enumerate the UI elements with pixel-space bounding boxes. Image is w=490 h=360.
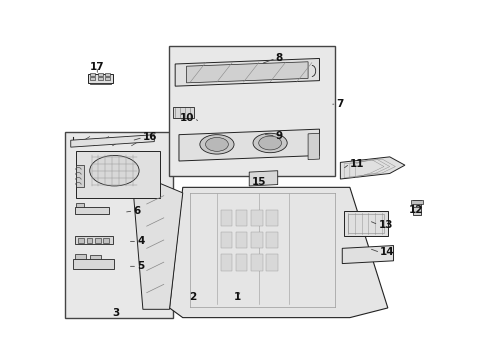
Bar	[267, 254, 278, 270]
Polygon shape	[411, 200, 423, 204]
Bar	[267, 232, 278, 248]
Text: 6: 6	[133, 206, 141, 216]
Text: 15: 15	[251, 177, 266, 187]
Bar	[267, 210, 278, 226]
Bar	[236, 254, 247, 270]
Polygon shape	[173, 107, 194, 118]
Bar	[90, 77, 95, 80]
Polygon shape	[74, 236, 113, 244]
Text: 10: 10	[180, 113, 194, 123]
Bar	[87, 238, 93, 243]
Polygon shape	[76, 165, 84, 187]
Polygon shape	[249, 171, 278, 186]
Bar	[105, 77, 110, 80]
Text: 16: 16	[143, 132, 157, 143]
Text: 1: 1	[234, 292, 242, 302]
Polygon shape	[175, 58, 319, 86]
Polygon shape	[170, 187, 388, 318]
Bar	[348, 214, 384, 233]
Text: 13: 13	[378, 220, 393, 230]
Polygon shape	[73, 260, 115, 269]
Polygon shape	[342, 246, 393, 264]
Polygon shape	[74, 207, 109, 214]
Bar	[236, 210, 247, 226]
Ellipse shape	[200, 135, 234, 154]
Polygon shape	[88, 74, 113, 83]
Ellipse shape	[206, 138, 228, 151]
Polygon shape	[187, 62, 308, 83]
Text: 8: 8	[276, 53, 283, 63]
Text: 3: 3	[113, 309, 120, 319]
Polygon shape	[344, 211, 388, 236]
Bar	[220, 254, 232, 270]
Polygon shape	[179, 129, 319, 161]
Text: 9: 9	[276, 131, 283, 141]
Bar	[78, 238, 84, 243]
Polygon shape	[74, 254, 86, 260]
Polygon shape	[133, 182, 183, 309]
Ellipse shape	[253, 133, 287, 153]
Bar	[251, 232, 263, 248]
Ellipse shape	[259, 136, 281, 150]
Text: 12: 12	[409, 204, 423, 215]
Text: 5: 5	[137, 261, 145, 271]
Bar	[90, 73, 95, 76]
Polygon shape	[76, 203, 84, 207]
Bar	[95, 238, 101, 243]
Text: 11: 11	[350, 159, 365, 169]
Bar	[251, 254, 263, 270]
Bar	[98, 77, 102, 80]
Polygon shape	[90, 83, 111, 84]
Bar	[65, 132, 173, 318]
Text: 14: 14	[380, 247, 395, 257]
Bar	[251, 210, 263, 226]
Text: 2: 2	[189, 292, 196, 302]
Bar	[236, 232, 247, 248]
Polygon shape	[341, 157, 405, 179]
Polygon shape	[71, 135, 154, 147]
Text: 17: 17	[90, 62, 105, 72]
Bar	[98, 73, 102, 76]
Polygon shape	[90, 255, 101, 260]
Bar	[170, 46, 335, 176]
Bar	[220, 210, 232, 226]
Polygon shape	[76, 151, 160, 198]
Polygon shape	[308, 133, 319, 159]
Bar	[220, 232, 232, 248]
Text: 4: 4	[137, 237, 145, 246]
Text: 7: 7	[337, 99, 344, 109]
Ellipse shape	[90, 156, 139, 186]
Bar	[103, 238, 109, 243]
Bar	[105, 73, 110, 76]
Polygon shape	[413, 200, 421, 215]
